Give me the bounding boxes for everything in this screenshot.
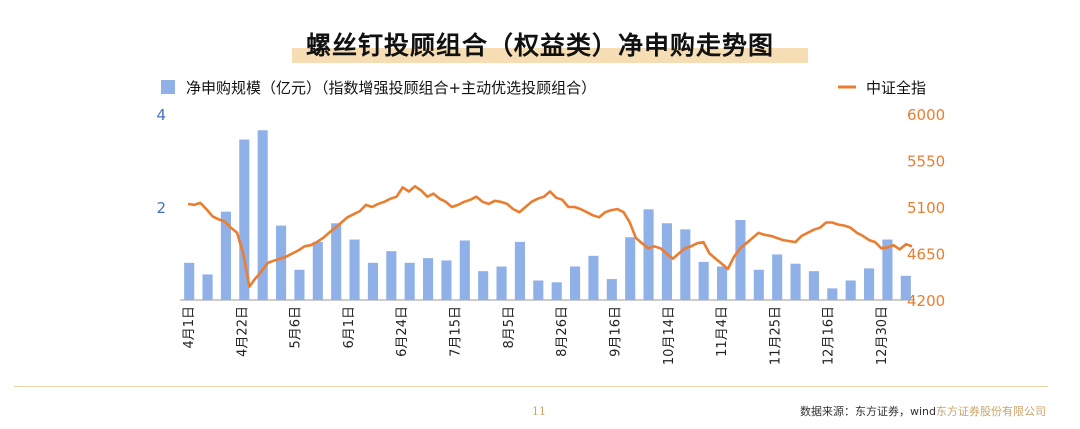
- bar: [441, 260, 452, 300]
- title-container: 螺丝钉投顾组合（权益类）净申购走势图: [0, 26, 1080, 62]
- bar: [698, 261, 709, 300]
- bar: [790, 263, 801, 300]
- chart-axes: 2 4 4200 4650 5100 5550 6000: [156, 106, 945, 310]
- x-tick-label: 9月16日: [608, 306, 623, 357]
- bar: [625, 237, 636, 300]
- legend-bar-swatch: [161, 80, 175, 94]
- x-tick-label: 10月14日: [662, 306, 677, 365]
- bar: [202, 274, 213, 300]
- source-brand: 东方证券股份有限公司: [936, 405, 1046, 418]
- x-tick-label: 11月25日: [768, 306, 783, 365]
- title-highlight: [292, 48, 808, 63]
- bar: [478, 271, 489, 300]
- legend-line-label: 中证全指: [866, 79, 926, 97]
- x-tick-label: 6月1日: [342, 306, 357, 349]
- bar: [735, 220, 746, 300]
- bar: [220, 211, 231, 300]
- bar: [717, 266, 728, 300]
- bar: [276, 225, 287, 300]
- data-source: 数据来源：东方证券，wind东方证券股份有限公司: [800, 403, 1046, 419]
- x-axis-labels: 4月1日 4月22日 5月6日 6月1日 6月24日 7月15日 8月5日 8月26日 9月16…: [182, 306, 890, 365]
- x-tick-label: 11月4日: [715, 306, 730, 357]
- bar: [184, 262, 195, 300]
- y-right-tick-label: 5550: [907, 153, 945, 171]
- bar: [570, 266, 581, 300]
- bar: [772, 254, 783, 300]
- bar: [404, 262, 415, 300]
- bar: [533, 280, 544, 300]
- x-tick-label: 5月6日: [289, 306, 304, 349]
- bar: [900, 275, 911, 300]
- source-label: 数据来源：东方证券，wind: [799, 405, 936, 418]
- bar: [294, 269, 305, 300]
- bar: [606, 279, 617, 300]
- bar: [349, 239, 360, 300]
- index-line: [187, 185, 913, 288]
- y-right-tick-label: 4200: [907, 292, 945, 310]
- x-tick-label: 12月16日: [822, 306, 837, 365]
- bar: [312, 241, 323, 300]
- x-tick-label: 7月15日: [449, 306, 464, 357]
- y-left-tick-label: 4: [156, 106, 166, 124]
- bar: [827, 288, 838, 300]
- bar: [661, 223, 672, 300]
- y-right-tick-label: 6000: [907, 106, 945, 124]
- bar: [808, 271, 819, 300]
- bar-series: [184, 130, 911, 300]
- bar: [257, 130, 268, 300]
- bar: [459, 240, 470, 300]
- y-right-tick-label: 5100: [907, 199, 945, 217]
- bar: [680, 229, 691, 300]
- bar: [753, 269, 764, 300]
- bar: [882, 239, 893, 300]
- bar: [514, 241, 525, 300]
- x-tick-label: 6月24日: [395, 306, 410, 357]
- chart-title: 螺丝钉投顾组合（权益类）净申购走势图: [305, 31, 774, 60]
- x-tick-label: 4月1日: [182, 306, 197, 349]
- bar: [423, 258, 434, 300]
- x-tick-label: 12月30日: [875, 306, 890, 365]
- bar: [643, 209, 654, 300]
- y-left-tick-label: 2: [156, 199, 166, 217]
- bar: [239, 139, 250, 300]
- x-tick-label: 8月5日: [502, 306, 517, 349]
- bar: [864, 268, 875, 300]
- page-number: 11: [532, 405, 546, 418]
- bar: [386, 251, 397, 300]
- chart-legend: 净申购规模（亿元）（指数增强投顾组合+主动优选投顾组合） 中证全指: [161, 79, 926, 97]
- x-tick-label: 8月26日: [555, 306, 570, 357]
- line-series: [187, 185, 913, 288]
- y-right-tick-label: 4650: [907, 246, 945, 264]
- legend-bar-label: 净申购规模（亿元）（指数增强投顾组合+主动优选投顾组合）: [186, 79, 596, 97]
- x-tick-label: 4月22日: [235, 306, 250, 357]
- bar: [331, 223, 342, 300]
- bar: [551, 282, 562, 300]
- bar: [845, 280, 856, 300]
- bar: [496, 266, 507, 300]
- bar: [588, 255, 599, 300]
- footer-divider: [14, 386, 1048, 387]
- bar: [367, 262, 378, 300]
